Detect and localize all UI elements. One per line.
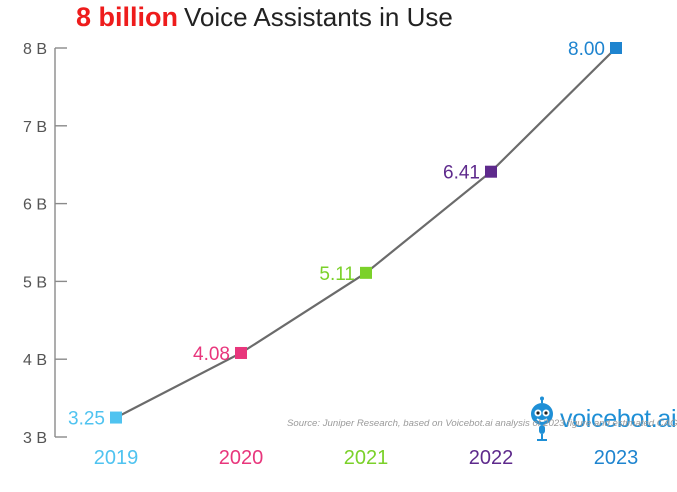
data-point <box>610 42 622 54</box>
robot-mascot-icon <box>531 396 553 441</box>
title-text: Voice Assistants in Use <box>184 2 453 32</box>
title-highlight: 8 billion <box>76 2 179 32</box>
x-tick-label: 2021 <box>344 447 389 469</box>
data-label: 3.25 <box>68 409 105 430</box>
data-points <box>110 42 622 424</box>
series-line <box>115 47 617 419</box>
source-note: Source: Juniper Research, based on Voice… <box>287 418 677 429</box>
y-tick-label: 3 B <box>23 430 47 447</box>
data-labels: 3.25 4.08 5.11 6.41 8.00 <box>68 39 605 430</box>
y-tick-label: 5 B <box>23 274 47 291</box>
y-axis: 3 B 4 B 5 B 6 B 7 B 8 B <box>23 41 67 447</box>
data-label: 4.08 <box>193 344 230 365</box>
brand-logo: voicebot.ai <box>528 396 677 442</box>
x-tick-label: 2020 <box>219 447 264 469</box>
y-tick-label: 8 B <box>23 41 47 58</box>
y-tick-label: 7 B <box>23 119 47 136</box>
data-label: 8.00 <box>568 39 605 60</box>
brand-name: voicebot.ai <box>560 404 677 433</box>
series-line-layer <box>115 47 617 419</box>
data-point <box>485 165 497 178</box>
x-axis-labels: 2019 2020 2021 2022 2023 <box>94 447 639 469</box>
data-point <box>360 266 372 279</box>
data-label: 6.41 <box>443 163 480 184</box>
x-tick-label: 2019 <box>94 447 139 469</box>
data-label: 5.11 <box>319 264 355 285</box>
data-point <box>235 346 247 359</box>
y-tick-label: 6 B <box>23 197 47 214</box>
y-tick-label: 4 B <box>23 352 47 369</box>
x-tick-label: 2022 <box>469 447 514 469</box>
chart-title: 8 billion Voice Assistants in Use <box>76 2 453 33</box>
x-tick-label: 2023 <box>594 447 639 469</box>
data-point <box>110 411 122 424</box>
